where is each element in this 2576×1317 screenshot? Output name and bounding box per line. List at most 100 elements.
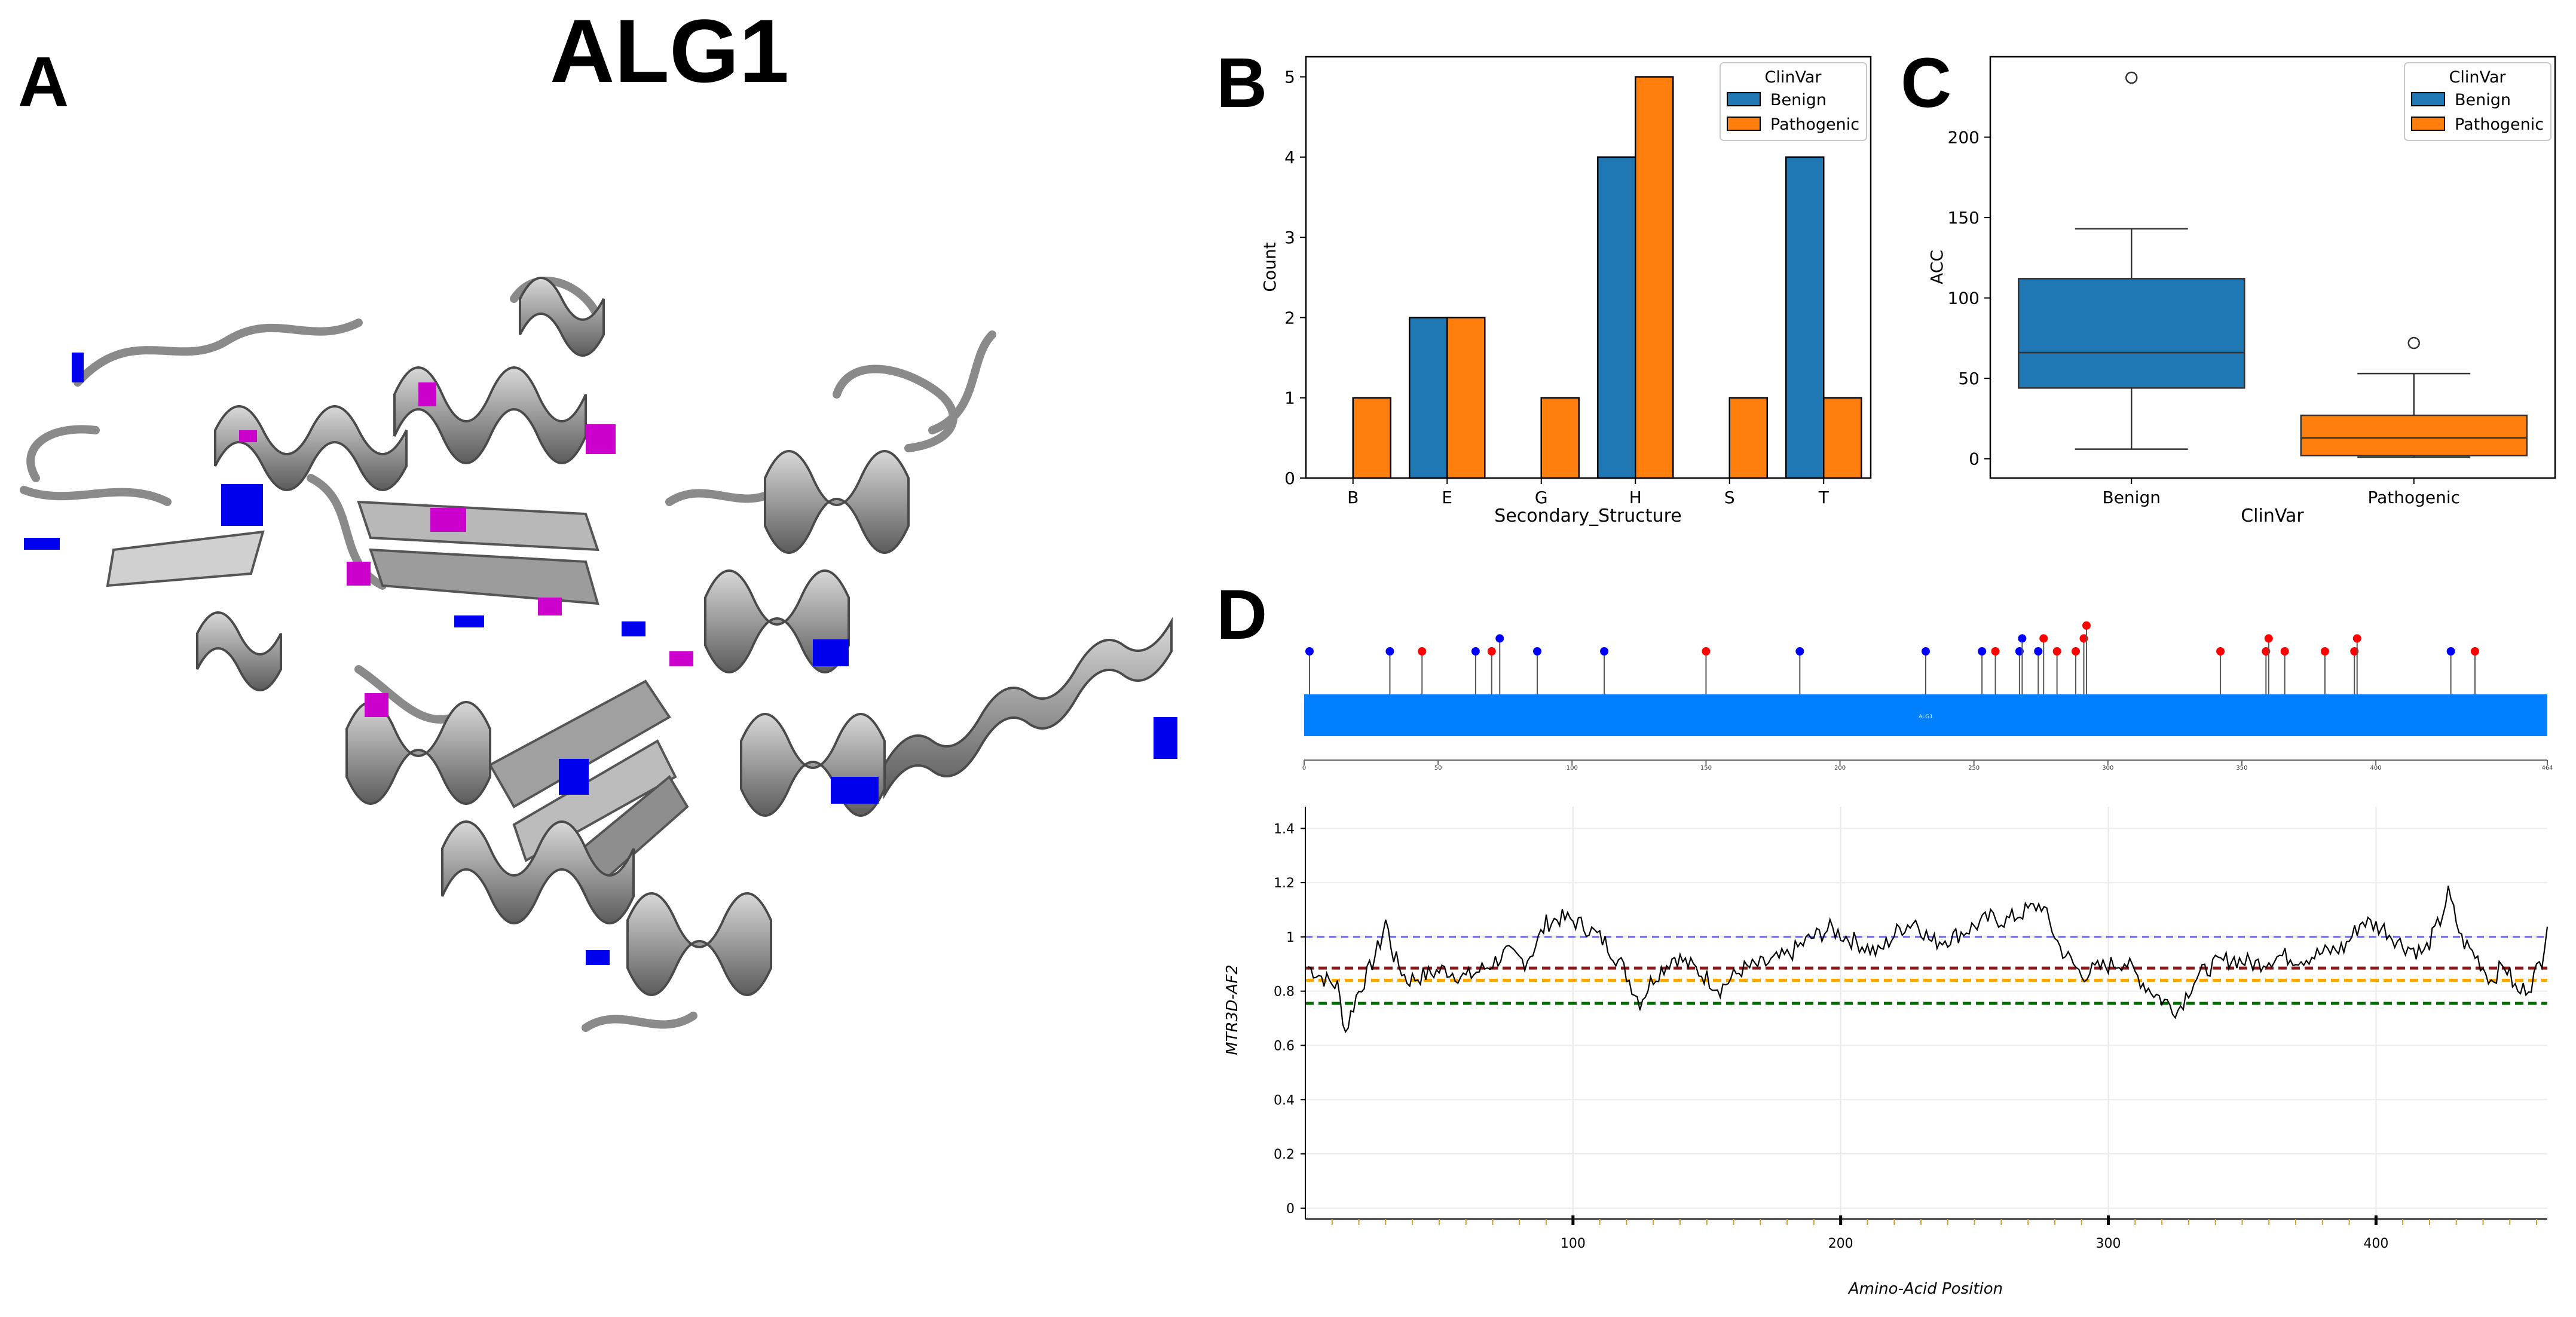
variant-pathogenic-marker bbox=[2280, 647, 2289, 656]
variant-benign-marker bbox=[1795, 647, 1804, 656]
x-tick-label: 100 bbox=[1561, 1236, 1586, 1251]
x-tick-label: Benign bbox=[2103, 488, 2161, 507]
box-benign bbox=[2018, 278, 2245, 389]
x-tick-label: G bbox=[1535, 488, 1548, 507]
x-tick-label: 100 bbox=[1567, 765, 1578, 771]
outlier-point bbox=[2125, 71, 2138, 84]
variant-benign-marker bbox=[2018, 634, 2027, 643]
outlier-point bbox=[2407, 336, 2420, 350]
y-tick-label: 5 bbox=[1284, 68, 1295, 87]
variant-pathogenic-marker bbox=[1487, 647, 1496, 656]
y-tick-label: 0 bbox=[1284, 468, 1295, 488]
protein-domain-label: ALG1 bbox=[1919, 714, 1933, 720]
box-pathogenic bbox=[2300, 414, 2528, 457]
sheet-strands bbox=[106, 500, 689, 899]
x-tick-label: Pathogenic bbox=[2367, 488, 2460, 507]
legend-swatch-pathogenic bbox=[1727, 117, 1761, 131]
y-tick-label: 1 bbox=[1286, 930, 1295, 945]
mtr3d-score-line bbox=[1308, 886, 2549, 1034]
x-axis-label: Amino-Acid Position bbox=[1847, 1280, 2003, 1298]
variant-lollipop-plot: ALG1 0 50 100 150 200 250 300 350 400 464 bbox=[1302, 621, 2553, 771]
y-axis-label: ACC bbox=[1927, 250, 1947, 284]
variant-pathogenic-marker bbox=[2264, 634, 2273, 643]
x-tick-label: 200 bbox=[1828, 1236, 1853, 1251]
variant-benign-marker bbox=[1471, 647, 1480, 656]
y-tick-label: 100 bbox=[1948, 289, 1980, 308]
panel-label-a: A bbox=[18, 42, 69, 121]
bar-pathogenic-E bbox=[1446, 317, 1486, 479]
x-tick-label: 0 bbox=[1302, 765, 1306, 771]
variant-benign-marker bbox=[2034, 647, 2043, 656]
bar-pathogenic-T bbox=[1823, 397, 1862, 479]
y-axis-label: MTR3D-AF2 bbox=[1223, 964, 1241, 1055]
variant-pathogenic-marker bbox=[2320, 647, 2329, 656]
x-tick-label: S bbox=[1724, 488, 1735, 507]
variant-benign-marker bbox=[2446, 647, 2455, 656]
variant-benign-marker bbox=[1305, 647, 1314, 656]
legend: ClinVar Benign Pathogenic bbox=[2404, 62, 2551, 141]
mtr3d-line-chart: 0 0.2 0.4 0.6 0.8 1 1.2 1.4 100 200 300 400 MTR3D-… bbox=[1223, 807, 2549, 1298]
legend-entry-pathogenic: Pathogenic bbox=[2455, 115, 2544, 134]
x-tick-label: 150 bbox=[1700, 765, 1712, 771]
y-tick-label: 0.4 bbox=[1274, 1093, 1295, 1108]
bar-pathogenic-H bbox=[1635, 76, 1674, 479]
x-tick-label: 400 bbox=[2370, 765, 2382, 771]
y-tick-label: 1.4 bbox=[1274, 822, 1295, 837]
x-tick-label: 464 bbox=[2541, 765, 2553, 771]
variant-pathogenic-marker bbox=[2216, 647, 2225, 656]
panel-label-d: D bbox=[1216, 575, 1268, 654]
legend-entry-pathogenic: Pathogenic bbox=[1770, 115, 1859, 134]
variant-benign-marker bbox=[1533, 647, 1541, 656]
variant-benign-marker bbox=[1495, 634, 1504, 643]
y-tick-label: 0.2 bbox=[1274, 1147, 1295, 1162]
bar-pathogenic-B bbox=[1352, 397, 1391, 479]
variant-pathogenic-marker bbox=[2352, 634, 2361, 643]
variant-pathogenic-marker bbox=[1991, 647, 2000, 656]
y-tick-label: 2 bbox=[1284, 308, 1295, 327]
x-axis-label: Secondary_Structure bbox=[1494, 506, 1681, 526]
y-tick-label: 200 bbox=[1948, 128, 1980, 148]
panel-label-c: C bbox=[1901, 44, 1952, 122]
legend-title: ClinVar bbox=[1765, 68, 1822, 87]
variant-pathogenic-marker bbox=[2039, 634, 2048, 643]
legend: ClinVar Benign Pathogenic bbox=[1720, 62, 1867, 141]
y-axis-label: Count bbox=[1260, 242, 1280, 292]
y-tick-label: 0.6 bbox=[1274, 1039, 1295, 1053]
bar-benign-E bbox=[1409, 317, 1448, 479]
x-tick-label: H bbox=[1629, 488, 1642, 507]
x-tick-label: B bbox=[1347, 488, 1359, 507]
y-tick-label: 1 bbox=[1284, 388, 1295, 408]
panel-label-b: B bbox=[1216, 44, 1268, 122]
plot-frame bbox=[1305, 56, 1872, 479]
variant-pathogenic-marker bbox=[1702, 647, 1711, 656]
variant-pathogenic-marker bbox=[2470, 647, 2479, 656]
highlighted-residues bbox=[24, 353, 1177, 965]
bar-benign-T bbox=[1785, 156, 1825, 479]
bar-benign-H bbox=[1597, 156, 1636, 479]
x-tick-label: 300 bbox=[2096, 1236, 2121, 1251]
x-tick-label: 350 bbox=[2236, 765, 2247, 771]
variant-benign-marker bbox=[1600, 647, 1609, 656]
variant-pathogenic-marker bbox=[2082, 621, 2091, 630]
acc-box-plot: 0 50 100 150 200 Benign Pathogenic ACC ClinVa… bbox=[1927, 56, 2556, 526]
variant-benign-marker bbox=[1922, 647, 1930, 656]
variant-pathogenic-marker bbox=[2052, 647, 2061, 656]
legend-entry-benign: Benign bbox=[2455, 91, 2511, 109]
y-tick-label: 150 bbox=[1948, 208, 1980, 228]
variant-benign-marker bbox=[1978, 647, 1987, 656]
legend-title: ClinVar bbox=[2449, 68, 2507, 87]
x-tick-label: 400 bbox=[2363, 1236, 2388, 1251]
variant-pathogenic-marker bbox=[2072, 647, 2081, 656]
protein-structure-illustration bbox=[20, 277, 1177, 1032]
variant-benign-marker bbox=[1385, 647, 1394, 656]
figure-title: ALG1 bbox=[550, 1, 790, 101]
y-tick-label: 0.8 bbox=[1274, 985, 1295, 1000]
plot-frame bbox=[1989, 56, 2556, 479]
x-tick-label: 300 bbox=[2102, 765, 2113, 771]
legend-swatch-benign bbox=[1727, 92, 1761, 106]
variant-pathogenic-marker bbox=[1418, 647, 1427, 656]
protein-domain-bar bbox=[1304, 694, 2547, 736]
x-tick-label: 200 bbox=[1834, 765, 1846, 771]
legend-swatch-benign bbox=[2411, 92, 2445, 106]
